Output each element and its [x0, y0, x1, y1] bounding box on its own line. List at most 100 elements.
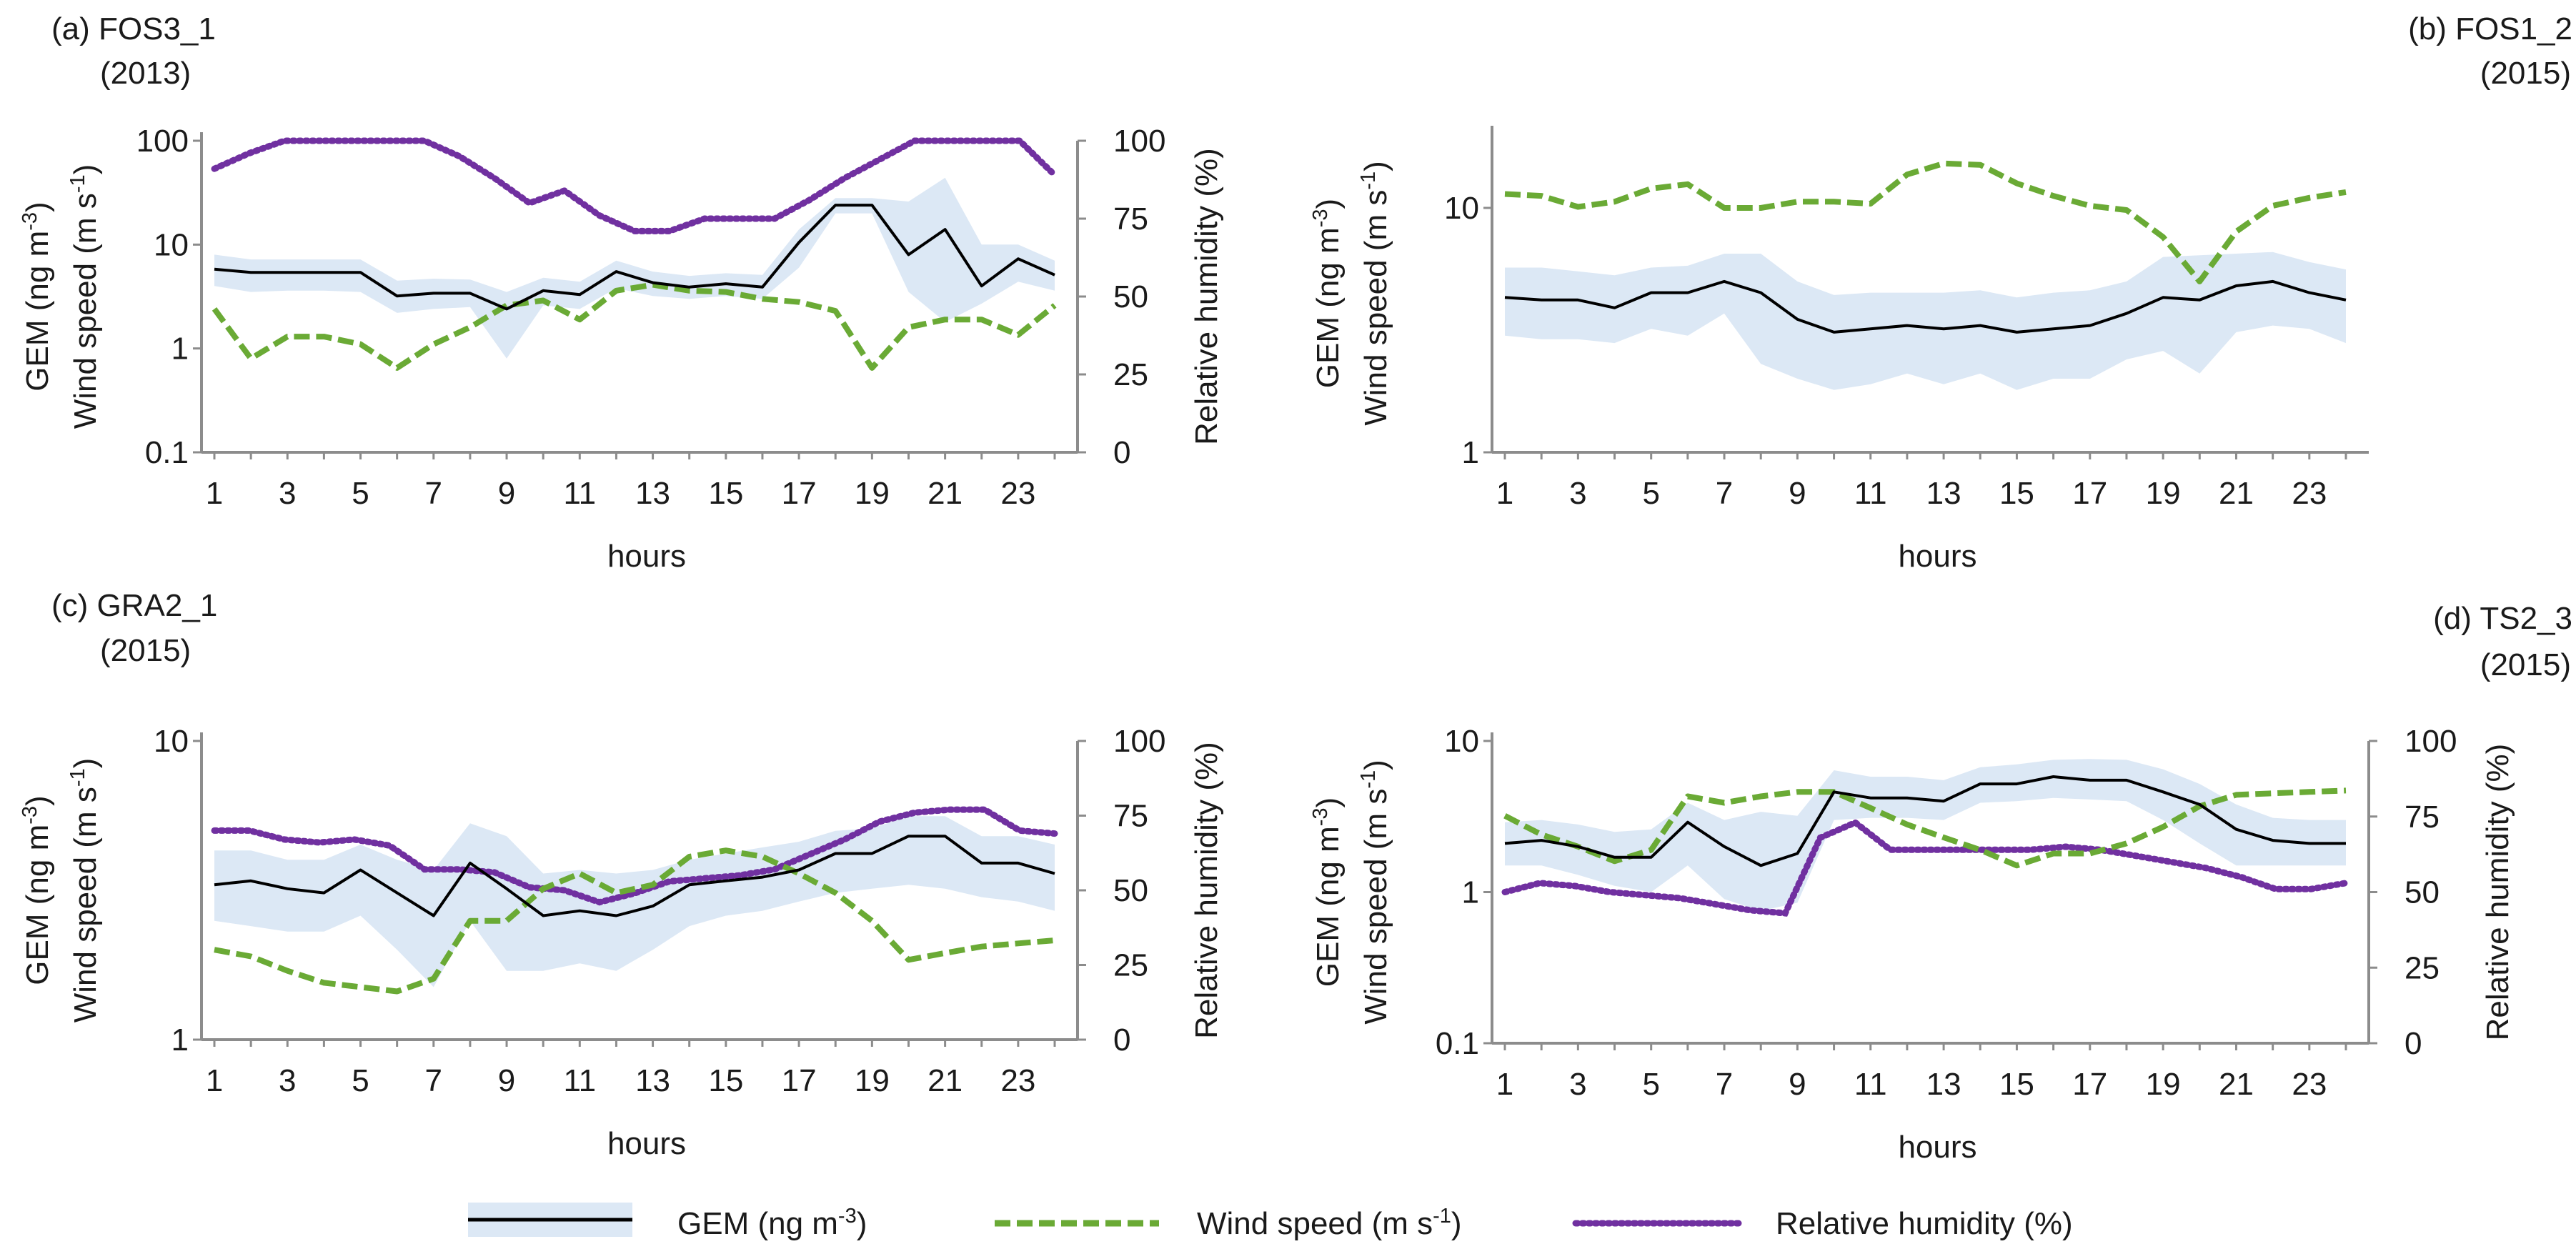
y-axis-label-gem: GEM (ng m-3) [19, 795, 55, 985]
panel-subtitle: (2015) [2480, 647, 2571, 682]
y2-axis-label: Relative humidity (%) [2480, 744, 2515, 1041]
panel-title: (d) TS2_3 [2433, 601, 2572, 636]
x-tick-label: 7 [1716, 1067, 1733, 1102]
x-tick-label: 1 [206, 476, 223, 511]
y-axis-label-wind: Wind speed (m s-1) [1357, 760, 1393, 1025]
x-tick-label: 17 [782, 1063, 817, 1098]
y-tick-label: 0.1 [145, 435, 189, 470]
y2-axis-label: Relative humidity (%) [1189, 148, 1224, 445]
x-tick-label: 7 [425, 1063, 442, 1098]
x-tick-label: 3 [1569, 1067, 1586, 1102]
y-tick-label: 1 [1462, 875, 1479, 910]
panel-subtitle: (2015) [100, 633, 191, 668]
x-tick-label: 23 [2292, 476, 2327, 511]
y-tick-label: 0.1 [1436, 1026, 1479, 1061]
panel-title: (c) GRA2_1 [51, 588, 217, 623]
wind-speed-line [1503, 787, 2347, 869]
wind-speed-line [212, 282, 1057, 371]
y-axis-label-wind: Wind speed (m s-1) [66, 758, 103, 1023]
y-axis-label-wind: Wind speed (m s-1) [66, 164, 103, 429]
x-tick-label: 17 [782, 476, 817, 511]
x-tick-label: 9 [498, 1063, 515, 1098]
x-tick-label: 21 [2219, 1067, 2254, 1102]
x-tick-label: 19 [855, 476, 890, 511]
y-tick-label: 100 [136, 124, 189, 159]
x-tick-label: 11 [1854, 476, 1887, 511]
y2-tick-label: 25 [1113, 357, 1148, 392]
y2-axis-label: Relative humidity (%) [1189, 742, 1224, 1039]
x-tick-label: 17 [2072, 1067, 2107, 1102]
panel-subtitle: (2013) [100, 56, 191, 91]
y-tick-label: 1 [171, 332, 189, 367]
gem-line [214, 204, 1055, 311]
x-tick-label: 19 [855, 1063, 890, 1098]
x-tick-label: 23 [1000, 476, 1035, 511]
gem-line [214, 835, 1055, 917]
y-tick-label: 1 [1462, 435, 1479, 470]
gem-range-band [214, 177, 1055, 359]
x-tick-label: 9 [1789, 476, 1806, 511]
wind-speed-line [214, 847, 1055, 995]
y2-tick-label: 25 [1113, 948, 1148, 983]
y2-tick-label: 50 [2405, 875, 2440, 910]
relative-humidity-line [211, 806, 1058, 906]
x-tick-label: 23 [1000, 1063, 1035, 1098]
x-tick-label: 19 [2146, 476, 2181, 511]
y2-tick-label: 100 [2405, 724, 2457, 759]
y2-tick-label: 0 [1113, 435, 1130, 470]
y-tick-label: 10 [154, 227, 189, 262]
x-tick-label: 5 [352, 1063, 369, 1098]
x-tick-label: 1 [1496, 476, 1513, 511]
x-tick-label: 9 [498, 476, 515, 511]
y2-tick-label: 0 [2405, 1026, 2422, 1061]
x-tick-label: 15 [1999, 476, 2034, 511]
x-tick-label: 9 [1789, 1067, 1806, 1102]
x-tick-label: 21 [2219, 476, 2254, 511]
panel-subtitle: (2015) [2480, 56, 2571, 91]
x-tick-label: 5 [1642, 476, 1659, 511]
panel-title: (b) FOS1_2 [2408, 11, 2572, 46]
gem-line [1504, 775, 2346, 867]
y2-tick-label: 75 [1113, 201, 1148, 237]
panel-title: (a) FOS3_1 [51, 11, 216, 46]
wind-speed-line [1504, 160, 2347, 284]
relative-humidity-line [1501, 819, 2349, 917]
y2-tick-label: 50 [1113, 873, 1148, 908]
x-tick-label: 13 [635, 1063, 670, 1098]
x-tick-label: 13 [635, 476, 670, 511]
x-tick-label: 3 [279, 476, 296, 511]
y2-tick-label: 50 [1113, 279, 1148, 314]
x-tick-label: 21 [928, 1063, 963, 1098]
legend-rh-label: Relative humidity (%) [1776, 1206, 2073, 1241]
x-tick-label: 3 [279, 1063, 296, 1098]
y-axis-label-gem: GEM (ng m-3) [1309, 199, 1346, 388]
x-tick-label: 17 [2072, 476, 2107, 511]
y-axis-label-gem: GEM (ng m-3) [1309, 797, 1346, 987]
x-tick-label: 1 [206, 1063, 223, 1098]
y2-tick-label: 100 [1113, 724, 1165, 759]
x-tick-label: 3 [1569, 476, 1586, 511]
gem-line [1504, 279, 2347, 334]
x-tick-label: 23 [2292, 1067, 2327, 1102]
relative-humidity-line [211, 137, 1058, 234]
legend-wind-label: Wind speed (m s-1) [1197, 1205, 1462, 1241]
y2-tick-label: 25 [2405, 950, 2440, 985]
x-tick-label: 13 [1926, 1067, 1961, 1102]
legend-gem-label: GEM (ng m-3) [677, 1205, 867, 1241]
y2-tick-label: 0 [1113, 1022, 1130, 1058]
gem-range-band [1505, 759, 2346, 911]
x-tick-label: 7 [1716, 476, 1733, 511]
x-axis-label: hours [1898, 539, 1976, 574]
y-axis-label-gem: GEM (ng m-3) [19, 201, 55, 391]
gem-range-band [214, 816, 1055, 987]
x-tick-label: 5 [352, 476, 369, 511]
y2-tick-label: 75 [2405, 800, 2440, 835]
x-tick-label: 7 [425, 476, 442, 511]
y-tick-label: 10 [154, 724, 189, 759]
legend: GEM (ng m-3) Wind speed (m s-1) Relative h… [468, 1203, 2073, 1241]
